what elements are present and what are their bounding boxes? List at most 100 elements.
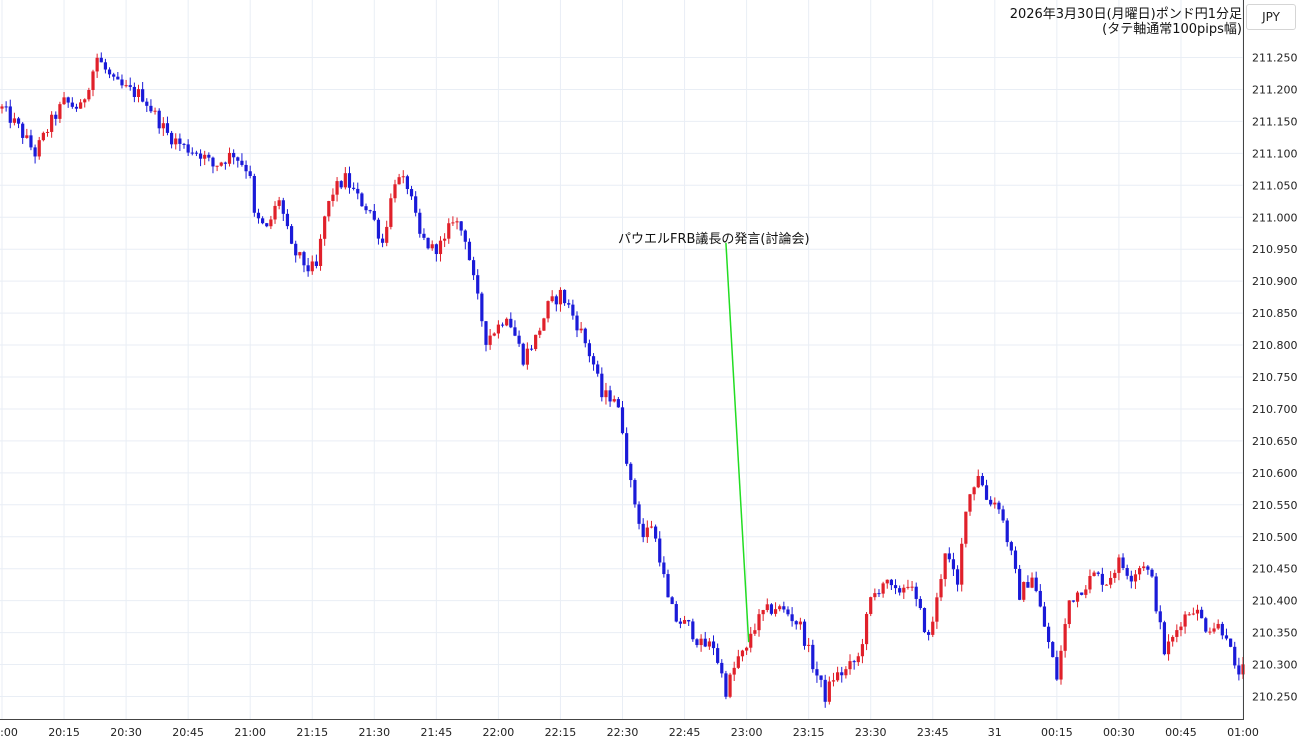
candle-body xyxy=(935,597,939,622)
candle-body xyxy=(1179,626,1183,631)
candle-body xyxy=(120,79,124,86)
candle-body xyxy=(240,160,244,165)
candle-body xyxy=(103,62,108,70)
candle-body xyxy=(467,241,472,261)
candle-body xyxy=(1067,600,1071,625)
candle-body xyxy=(443,238,447,241)
candle-body xyxy=(778,606,782,610)
candle-body xyxy=(807,644,811,646)
candle-body xyxy=(732,667,736,675)
candle-body xyxy=(190,152,194,154)
candle-body xyxy=(707,641,711,647)
candle-body xyxy=(1075,592,1080,602)
candle-body xyxy=(430,244,434,249)
candle-body xyxy=(364,206,368,211)
candle-body xyxy=(856,656,860,663)
y-tick-label: 210.300 xyxy=(1252,659,1298,672)
candle-body xyxy=(579,328,583,331)
candle-body xyxy=(1051,642,1055,658)
candle-body xyxy=(207,154,211,158)
candle-body xyxy=(62,97,66,105)
candle-body xyxy=(927,632,931,635)
candle-body xyxy=(380,238,385,243)
candle-body xyxy=(434,244,438,255)
candle-body xyxy=(1055,657,1059,680)
candle-body xyxy=(480,293,484,322)
candle-body xyxy=(955,569,960,585)
candle-body xyxy=(968,494,972,512)
candle-body xyxy=(898,588,902,593)
candle-body xyxy=(1212,628,1216,632)
candle-body xyxy=(1001,509,1005,521)
candle-body xyxy=(451,222,455,224)
candle-body xyxy=(1059,650,1063,680)
x-axis-ticks: 20:00 20:15 20:30 20:45 21:00 21:15 21:30 21:45… xyxy=(0,726,1259,739)
candle-body xyxy=(682,620,687,624)
candle-body xyxy=(347,173,352,188)
candle-body xyxy=(25,135,29,138)
candle-body xyxy=(256,212,261,219)
candle-body xyxy=(720,662,724,674)
candle-body xyxy=(633,480,637,505)
x-tick-label: 22:30 xyxy=(607,726,639,739)
candle-body xyxy=(165,123,170,133)
candle-body xyxy=(1166,641,1171,655)
candle-body xyxy=(289,226,294,244)
candle-body xyxy=(691,621,695,640)
candle-body xyxy=(248,171,252,176)
candle-body xyxy=(757,614,761,631)
candle-body xyxy=(860,644,865,657)
candle-body xyxy=(616,399,620,408)
candle-body xyxy=(170,132,174,145)
candle-body xyxy=(997,502,1001,510)
candle-body xyxy=(1146,566,1150,570)
candle-body xyxy=(525,348,529,365)
candle-body xyxy=(695,639,699,646)
x-tick-label: 21:45 xyxy=(421,726,453,739)
candle-body xyxy=(360,193,364,207)
candle-body xyxy=(91,71,95,91)
candle-body xyxy=(174,138,178,145)
candle-body xyxy=(534,334,538,350)
candle-body xyxy=(1034,577,1038,591)
candle-body xyxy=(827,681,831,702)
candle-body xyxy=(674,604,678,622)
candle-body xyxy=(653,526,658,539)
candle-body xyxy=(802,621,807,646)
candle-body xyxy=(327,201,331,217)
candle-body xyxy=(831,680,836,682)
candle-body xyxy=(194,152,199,154)
candle-body xyxy=(608,390,612,402)
candle-body xyxy=(141,89,145,102)
candle-body xyxy=(414,196,418,213)
candle-body xyxy=(112,74,116,77)
candle-body xyxy=(471,260,476,276)
candle-body xyxy=(1171,636,1175,642)
currency-button[interactable]: JPY xyxy=(1246,4,1296,30)
axes xyxy=(0,0,1244,720)
candle-body xyxy=(509,318,513,328)
candle-body xyxy=(1137,568,1142,575)
candle-body xyxy=(910,586,914,588)
candle-body xyxy=(323,216,327,239)
candle-body xyxy=(939,579,943,598)
candle-body xyxy=(562,289,567,304)
candle-body xyxy=(496,324,501,334)
candle-body xyxy=(66,97,70,103)
candle-body xyxy=(840,672,844,676)
candle-body xyxy=(1121,557,1125,569)
candle-body xyxy=(740,650,745,657)
candle-body xyxy=(124,85,128,87)
candle-body xyxy=(298,252,302,256)
annotation-label: パウエルFRB議長の発言(討論会) xyxy=(618,231,810,247)
candle-body xyxy=(877,593,881,595)
candle-body xyxy=(811,644,815,670)
candle-body xyxy=(1150,569,1154,577)
candle-body xyxy=(422,233,426,238)
annotation-line xyxy=(725,242,750,643)
candle-body xyxy=(790,614,794,622)
candle-body xyxy=(889,579,893,586)
candle-body xyxy=(815,669,819,676)
y-tick-label: 210.850 xyxy=(1252,307,1298,320)
chart-title: 2026年3月30日(月曜日)ポンド円1分足 (タテ軸通常100pips幅) xyxy=(1010,7,1242,37)
